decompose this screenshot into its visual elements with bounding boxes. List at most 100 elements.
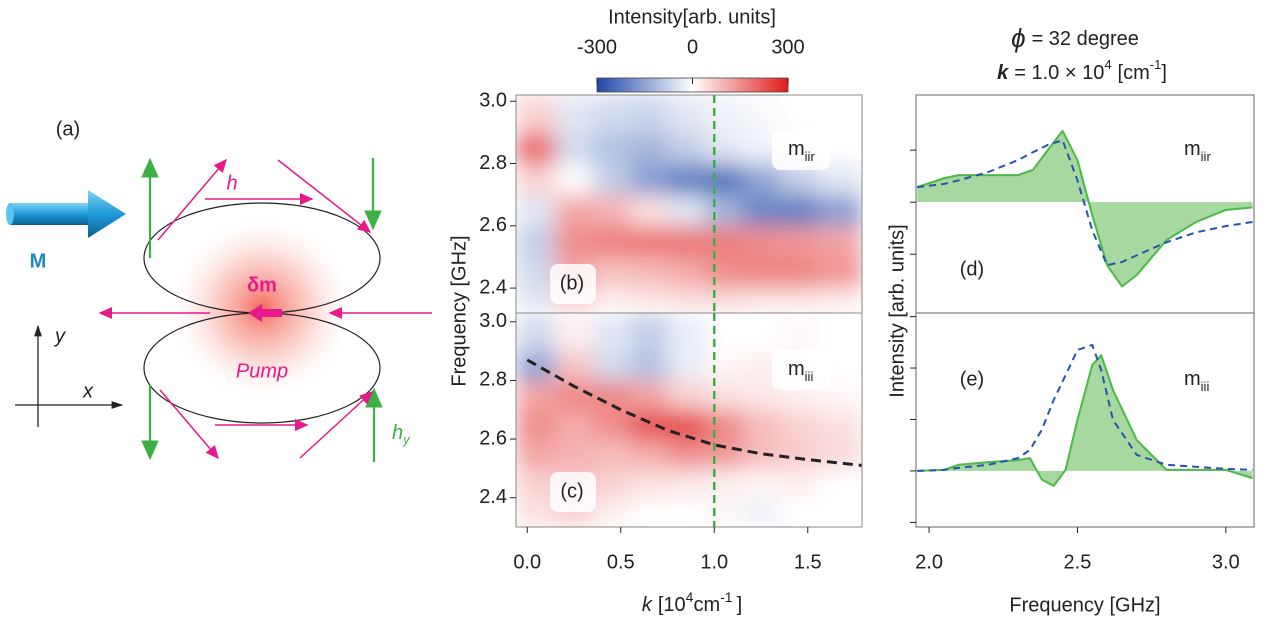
phi: ϕ — [1011, 23, 1025, 53]
panel-label: (b) — [560, 272, 584, 294]
heat-cell — [592, 380, 631, 411]
right-title: k = 1.0 × 104 [cm-1] — [997, 57, 1167, 84]
heat-cell — [592, 194, 631, 227]
arrow — [157, 158, 227, 241]
heat-cell — [817, 95, 862, 133]
y-tick-label: 3.0 — [479, 90, 507, 112]
heat-cell — [516, 497, 556, 527]
y-tick-label: 2.4 — [479, 276, 507, 298]
heat-cell — [592, 132, 631, 165]
heat-cell — [704, 351, 743, 381]
heat-cell — [742, 313, 781, 352]
heat-cell — [555, 132, 594, 165]
heat-cell — [779, 256, 818, 289]
heat-cell — [630, 409, 668, 440]
x-tick-label: 2.0 — [915, 551, 943, 573]
heat-cell — [667, 439, 706, 469]
heat-cell — [667, 409, 706, 440]
heat-cell — [516, 468, 556, 499]
heat-cell — [704, 439, 743, 469]
label-sup: -1 — [720, 589, 733, 605]
heat-cell — [817, 313, 862, 352]
heat-cell — [592, 468, 631, 499]
x-tick-label: 1.5 — [794, 551, 822, 573]
y-axis-label: Frequency [GHz] — [448, 235, 470, 386]
heat-cell — [592, 225, 631, 258]
heat-cell — [667, 95, 706, 133]
axis-label: x — [82, 380, 94, 402]
right-title: ϕ = 32 degree — [1011, 23, 1139, 53]
x-axis-label: k [104cm-1] — [642, 589, 742, 617]
diagram: (a) M h δm Pump y x hy — [6, 118, 432, 462]
heat-cell — [779, 439, 818, 469]
heat-cell — [817, 439, 862, 469]
heat-cell — [667, 225, 706, 258]
heat-cell — [555, 163, 594, 196]
panel-label: (e) — [960, 368, 984, 390]
heat-cell — [704, 468, 743, 499]
area — [917, 130, 1253, 287]
label-box — [550, 472, 596, 512]
heat-cell — [516, 256, 556, 289]
heat-cell — [667, 288, 706, 313]
heat-cell — [742, 95, 781, 133]
y-tick-label: 2.6 — [479, 214, 507, 236]
arrow — [277, 159, 372, 233]
heat-cell — [555, 351, 594, 381]
plot-frame — [915, 312, 1255, 528]
panel-label: (c) — [560, 480, 583, 502]
heat-cell — [667, 380, 706, 411]
title-sup: -1 — [1150, 57, 1162, 72]
hy-sub: y — [402, 432, 411, 447]
heat-cell — [592, 351, 631, 381]
heat-cell — [592, 288, 631, 313]
mode-main: m — [788, 138, 805, 160]
line — [917, 139, 1253, 267]
heat-cell — [667, 313, 706, 352]
mode-sub: iii — [1201, 379, 1210, 394]
label-part: [10 — [658, 594, 686, 616]
heat-cell — [630, 497, 668, 527]
heat-cell — [704, 380, 743, 411]
heat-cell — [667, 132, 706, 165]
heat-cell — [630, 351, 668, 381]
heat-cell — [630, 194, 668, 227]
heat-cell — [592, 439, 631, 469]
label-box — [550, 264, 596, 304]
heat-cell — [742, 256, 781, 289]
heat-cell — [516, 163, 556, 196]
x-tick-label: 2.5 — [1064, 551, 1092, 573]
y-tick-label: 2.8 — [479, 152, 507, 174]
m-arrow-head — [88, 190, 126, 238]
mode-sub: iir — [1201, 149, 1212, 164]
pump-label: Pump — [236, 360, 288, 382]
heat-cell — [516, 313, 556, 352]
x-tick-label: 3.0 — [1212, 551, 1240, 573]
title-part: k — [997, 62, 1009, 84]
heat-cell — [630, 132, 668, 165]
m-arrow-end — [6, 203, 14, 225]
plot-frame — [515, 312, 863, 528]
heat-cell — [516, 194, 556, 227]
heat-cell — [667, 194, 706, 227]
colorbar-tick-label: -300 — [577, 36, 617, 58]
heat-cell — [555, 409, 594, 440]
heat-cell — [555, 313, 594, 352]
heat-cell — [742, 468, 781, 499]
heat-cell — [516, 288, 556, 313]
heat-cell — [817, 288, 862, 313]
title-part: = 32 degree — [1032, 28, 1139, 50]
heat-cell — [704, 163, 743, 196]
heat-cell — [630, 95, 668, 133]
heat-cell — [667, 163, 706, 196]
dm-label: δm — [247, 274, 277, 296]
dm-arrow — [248, 304, 282, 322]
heat-cell — [592, 409, 631, 440]
label-part: ] — [737, 594, 743, 616]
heat-cell — [630, 163, 668, 196]
heat-cell — [704, 256, 743, 289]
mode-label: miii — [1184, 368, 1209, 394]
label-box — [772, 130, 830, 170]
panel-label: (d) — [960, 258, 984, 280]
title-part: [cm — [1118, 62, 1150, 84]
